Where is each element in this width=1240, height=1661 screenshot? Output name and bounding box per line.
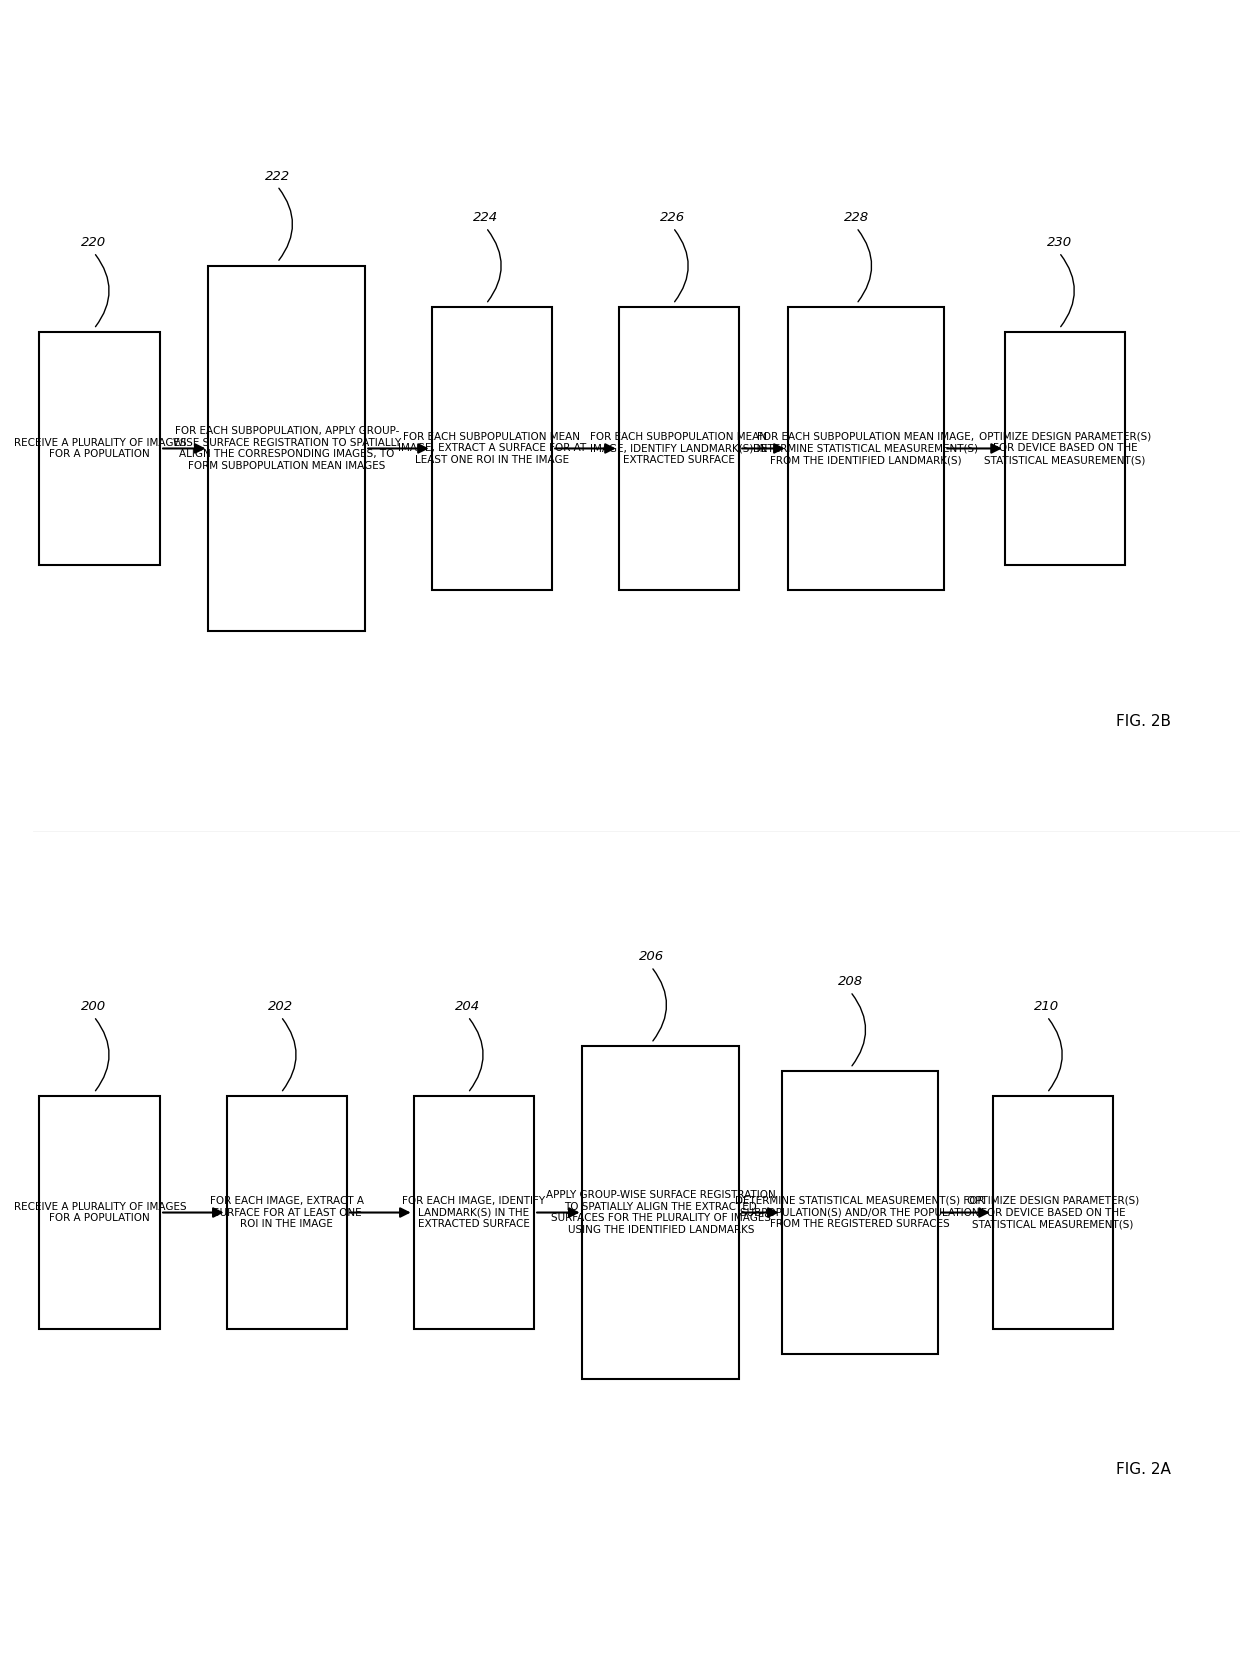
FancyBboxPatch shape xyxy=(40,1096,160,1329)
FancyBboxPatch shape xyxy=(40,332,160,565)
Text: DETERMINE STATISTICAL MEASUREMENT(S) FOR
SUBPOPULATION(S) AND/OR THE POPULATION
: DETERMINE STATISTICAL MEASUREMENT(S) FOR… xyxy=(735,1196,985,1229)
FancyBboxPatch shape xyxy=(993,1096,1114,1329)
Text: 222: 222 xyxy=(264,169,290,183)
FancyBboxPatch shape xyxy=(432,307,552,590)
FancyBboxPatch shape xyxy=(619,307,739,590)
Text: FIG. 2A: FIG. 2A xyxy=(1116,1462,1171,1477)
Text: 228: 228 xyxy=(843,211,869,224)
FancyBboxPatch shape xyxy=(208,266,366,631)
FancyBboxPatch shape xyxy=(227,1096,347,1329)
FancyBboxPatch shape xyxy=(787,307,945,590)
Text: FOR EACH SUBPOPULATION, APPLY GROUP-
WISE SURFACE REGISTRATION TO SPATIALLY
ALIG: FOR EACH SUBPOPULATION, APPLY GROUP- WIS… xyxy=(172,427,401,470)
Text: RECEIVE A PLURALITY OF IMAGES
FOR A POPULATION: RECEIVE A PLURALITY OF IMAGES FOR A POPU… xyxy=(14,437,186,460)
Text: 210: 210 xyxy=(1034,1000,1059,1013)
Text: APPLY GROUP-WISE SURFACE REGISTRATION
TO SPATIALLY ALIGN THE EXTRACTED
SURFACES : APPLY GROUP-WISE SURFACE REGISTRATION TO… xyxy=(546,1191,776,1234)
Text: 208: 208 xyxy=(838,975,863,988)
FancyBboxPatch shape xyxy=(1004,332,1126,565)
FancyBboxPatch shape xyxy=(413,1096,534,1329)
Text: FOR EACH IMAGE, EXTRACT A
SURFACE FOR AT LEAST ONE
ROI IN THE IMAGE: FOR EACH IMAGE, EXTRACT A SURFACE FOR AT… xyxy=(210,1196,363,1229)
FancyBboxPatch shape xyxy=(781,1071,939,1354)
Text: FOR EACH SUBPOPULATION MEAN
IMAGE, IDENTIFY LANDMARK(S) IN
EXTRACTED SURFACE: FOR EACH SUBPOPULATION MEAN IMAGE, IDENT… xyxy=(590,432,768,465)
Text: 230: 230 xyxy=(1047,236,1071,249)
Text: FOR EACH SUBPOPULATION MEAN IMAGE,
DETERMINE STATISTICAL MEASUREMENT(S)
FROM THE: FOR EACH SUBPOPULATION MEAN IMAGE, DETER… xyxy=(754,432,978,465)
Text: 202: 202 xyxy=(268,1000,294,1013)
Text: 200: 200 xyxy=(82,1000,107,1013)
Text: FOR EACH IMAGE, IDENTIFY
LANDMARK(S) IN THE
EXTRACTED SURFACE: FOR EACH IMAGE, IDENTIFY LANDMARK(S) IN … xyxy=(402,1196,546,1229)
Text: RECEIVE A PLURALITY OF IMAGES
FOR A POPULATION: RECEIVE A PLURALITY OF IMAGES FOR A POPU… xyxy=(14,1201,186,1224)
Text: 226: 226 xyxy=(661,211,686,224)
FancyBboxPatch shape xyxy=(583,1046,739,1379)
Text: FOR EACH SUBPOPULATION MEAN
IMAGE, EXTRACT A SURFACE FOR AT
LEAST ONE ROI IN THE: FOR EACH SUBPOPULATION MEAN IMAGE, EXTRA… xyxy=(398,432,587,465)
Text: OPTIMIZE DESIGN PARAMETER(S)
FOR DEVICE BASED ON THE
STATISTICAL MEASUREMENT(S): OPTIMIZE DESIGN PARAMETER(S) FOR DEVICE … xyxy=(967,1196,1140,1229)
Text: FIG. 2B: FIG. 2B xyxy=(1116,714,1171,729)
Text: 224: 224 xyxy=(474,211,498,224)
Text: OPTIMIZE DESIGN PARAMETER(S)
FOR DEVICE BASED ON THE
STATISTICAL MEASUREMENT(S): OPTIMIZE DESIGN PARAMETER(S) FOR DEVICE … xyxy=(978,432,1151,465)
Text: 206: 206 xyxy=(639,950,663,963)
Text: 220: 220 xyxy=(82,236,107,249)
Text: 204: 204 xyxy=(455,1000,480,1013)
